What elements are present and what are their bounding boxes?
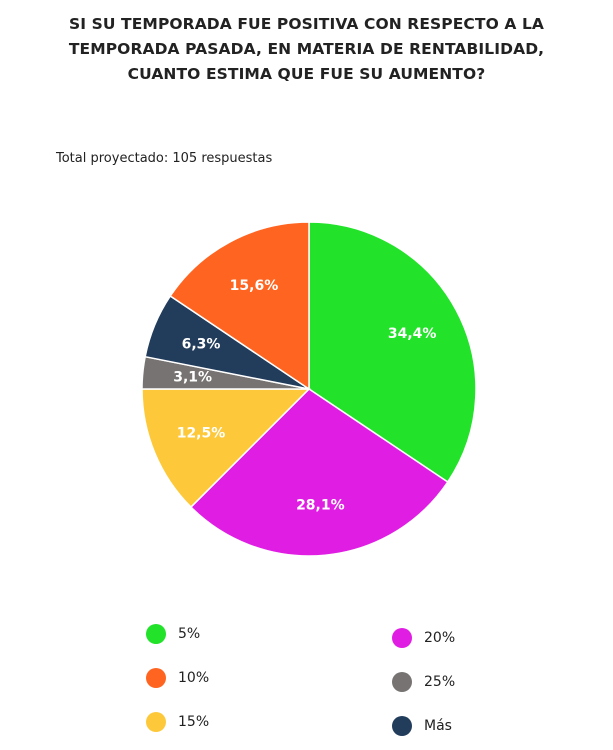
pie-slice-label-4: 6,3% (182, 336, 221, 352)
legend-item-3: 25% (392, 672, 455, 692)
pie-slice-label-2: 12,5% (177, 426, 226, 442)
legend-item-2: 10% (146, 668, 209, 688)
legend-label-4: 15% (178, 714, 210, 730)
pie-slice-label-1: 28,1% (296, 497, 345, 513)
pie-slice-label-0: 34,4% (388, 326, 437, 342)
chart-title-line-1: SI SU TEMPORADA FUE POSITIVA CON RESPECT… (68, 15, 545, 33)
pie-slice-2 (141, 388, 311, 509)
chart-title: SI SU TEMPORADA FUE POSITIVA CON RESPECT… (30, 12, 583, 87)
legend-swatch-1 (392, 628, 412, 648)
pie-slice-1 (189, 388, 449, 557)
chart-subtitle: Total proyectado: 105 respuestas (56, 151, 273, 166)
pie-slice-label-5: 15,6% (230, 278, 279, 294)
legend-swatch-4 (146, 712, 166, 732)
legend-swatch-5 (392, 716, 412, 736)
pie-slice-5 (169, 221, 310, 391)
legend-label-5: Más (424, 718, 452, 734)
legend-label-2: 10% (178, 670, 210, 686)
pie-slice-label-3: 3,1% (173, 370, 212, 386)
legend-swatch-3 (392, 672, 412, 692)
legend-item-5: Más (392, 716, 452, 736)
legend-label-1: 20% (424, 630, 456, 646)
legend-item-1: 20% (392, 628, 455, 648)
legend-item-4: 15% (146, 712, 209, 732)
legend-item-0: 5% (146, 624, 200, 644)
legend-label-0: 5% (178, 626, 201, 642)
pie-slice-0 (308, 221, 477, 484)
chart-title-line-2: TEMPORADA PASADA, EN MATERIA DE RENTABIL… (68, 40, 545, 58)
legend-swatch-2 (146, 668, 166, 688)
legend-label-3: 25% (424, 674, 456, 690)
chart-title-line-3: CUANTO ESTIMA QUE FUE SU AUMENTO? (127, 65, 486, 83)
legend-swatch-0 (146, 624, 166, 644)
